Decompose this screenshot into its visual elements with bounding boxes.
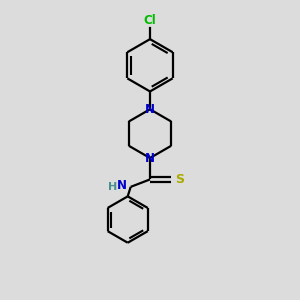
Text: H: H xyxy=(108,182,118,193)
Text: N: N xyxy=(145,103,155,116)
Text: S: S xyxy=(175,173,184,186)
Text: N: N xyxy=(145,152,155,164)
Text: N: N xyxy=(117,179,127,192)
Text: Cl: Cl xyxy=(144,14,156,27)
